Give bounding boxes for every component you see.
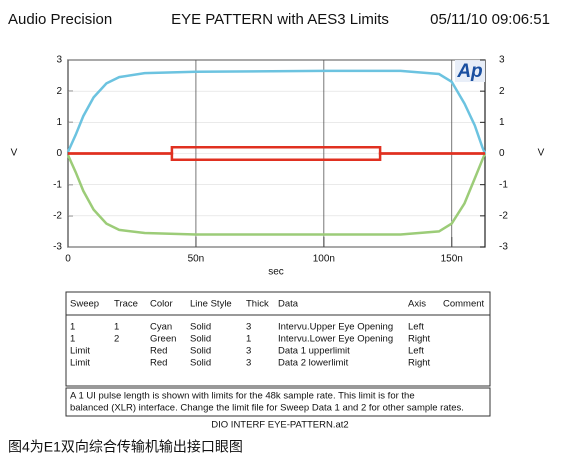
y2-tick-label: -1 [499, 179, 508, 190]
table-cell: Left [408, 322, 424, 333]
y-tick-label: -3 [53, 242, 62, 253]
x-tick-label: 150n [441, 254, 463, 265]
y2-tick-label: 2 [499, 86, 505, 97]
logo-box [455, 60, 485, 82]
table-cell: Solid [190, 334, 211, 345]
table-cell: Right [408, 334, 431, 345]
trace [66, 153, 487, 236]
trace [68, 152, 485, 161]
table-cell: 1 [246, 334, 251, 345]
y2-tick-label: 3 [499, 55, 505, 66]
table-cell: Red [150, 358, 167, 369]
y-tick-label: 0 [56, 148, 62, 159]
note-line: A 1 UI pulse length is shown with limits… [70, 391, 415, 402]
table-cell: 1 [70, 334, 75, 345]
table-header: Data [278, 299, 299, 310]
table-cell: Data 1 upperlimit [278, 346, 350, 357]
x-tick-label: 0 [65, 254, 71, 265]
table-cell: 3 [246, 358, 251, 369]
timestamp: 05/11/10 09:06:51 [430, 11, 550, 28]
table-cell: Data 2 lowerlimit [278, 358, 349, 369]
chart-title: EYE PATTERN with AES3 Limits [171, 11, 389, 28]
table-header: Line Style [190, 299, 232, 310]
trace [66, 69, 487, 154]
y2-axis-label: V [538, 148, 545, 159]
table-header: Sweep [70, 299, 99, 310]
note-line: balanced (XLR) interface. Change the lim… [70, 403, 464, 414]
table-header: Trace [114, 299, 138, 310]
table-cell: Solid [190, 358, 211, 369]
table-cell: Intervu.Upper Eye Opening [278, 322, 393, 333]
y-tick-label: 3 [56, 55, 62, 66]
table-cell: Solid [190, 346, 211, 357]
table-cell: Cyan [150, 322, 172, 333]
table-cell: 3 [246, 322, 251, 333]
y-tick-label: 1 [56, 117, 62, 128]
y2-tick-label: -3 [499, 242, 508, 253]
x-axis-label: sec [268, 267, 284, 278]
table-cell: 2 [114, 334, 119, 345]
table-cell: Solid [190, 322, 211, 333]
table-cell: Left [408, 346, 424, 357]
table-box [65, 291, 491, 387]
caption: 图4为E1双向综合传输机输出接口眼图 [8, 439, 243, 455]
brand: Audio Precision [8, 11, 112, 28]
y2-tick-label: -2 [499, 210, 508, 221]
table-cell: Red [150, 346, 167, 357]
x-tick-label: 100n [313, 254, 335, 265]
table-header: Comment [443, 299, 485, 310]
y-axis-label: V [11, 148, 18, 159]
table-header: Color [150, 299, 173, 310]
table-cell: Limit [70, 358, 90, 369]
y-tick-label: -1 [53, 179, 62, 190]
table-cell: 1 [114, 322, 119, 333]
table-header: Thick [246, 299, 269, 310]
table-cell: 3 [246, 346, 251, 357]
table-cell: Limit [70, 346, 90, 357]
table-cell: 1 [70, 322, 75, 333]
y-tick-label: 2 [56, 86, 62, 97]
table-header: Axis [408, 299, 426, 310]
x-tick-label: 50n [188, 254, 205, 265]
note-box [65, 387, 491, 417]
table-cell: Green [150, 334, 176, 345]
table-cell: Right [408, 358, 431, 369]
file-name: DIO INTERF EYE-PATTERN.at2 [211, 420, 348, 431]
y2-tick-label: 1 [499, 117, 505, 128]
y-tick-label: -2 [53, 210, 62, 221]
table-cell: Intervu.Lower Eye Opening [278, 334, 393, 345]
y2-tick-label: 0 [499, 148, 505, 159]
logo: Ap [456, 61, 482, 82]
